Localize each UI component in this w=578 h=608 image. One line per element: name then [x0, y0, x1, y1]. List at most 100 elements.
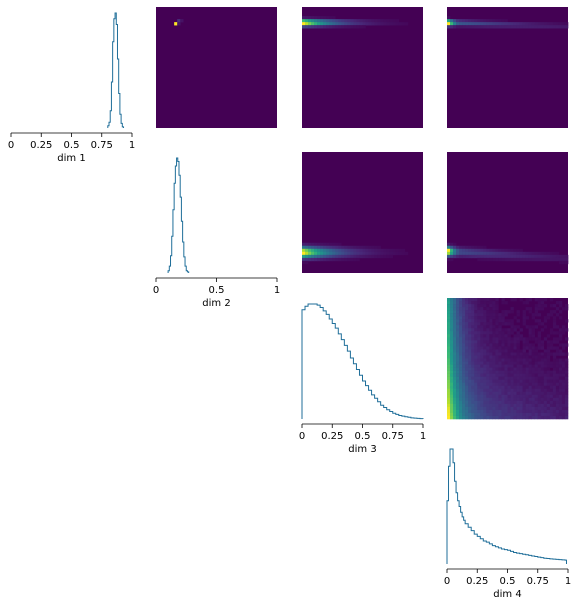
heatmap-cell	[516, 310, 520, 314]
heatmap-cell	[305, 254, 309, 259]
heatmap-cell	[516, 409, 520, 414]
heatmap-cell	[483, 388, 487, 393]
heatmap-cell	[537, 334, 542, 338]
heatmap-cell	[501, 388, 505, 393]
heatmap-cell	[516, 22, 520, 26]
heatmap-cell	[465, 301, 469, 305]
heatmap-cell	[513, 415, 517, 420]
x-tick-label: 0	[444, 576, 450, 587]
heatmap-cell	[513, 367, 517, 371]
heatmap-cell	[528, 403, 532, 408]
heatmap-cell	[480, 352, 484, 356]
heatmap-cell	[501, 22, 505, 26]
heatmap-cell	[477, 307, 481, 311]
heatmap-cell	[507, 340, 511, 344]
heatmap-cell	[549, 403, 554, 408]
heatmap-cell	[534, 364, 539, 368]
heatmap-cell	[513, 376, 517, 380]
heatmap-cell	[558, 310, 563, 314]
heatmap-cell	[528, 388, 532, 393]
heatmap-cell	[552, 403, 557, 408]
heatmap-cell	[480, 358, 484, 362]
heatmap-cell	[483, 355, 487, 359]
heatmap-cell	[177, 19, 181, 23]
heatmap-cell	[516, 397, 520, 402]
heatmap-cell	[447, 322, 451, 326]
heatmap-cell	[510, 409, 514, 414]
heatmap-cell	[498, 355, 502, 359]
heatmap-cell	[477, 331, 481, 335]
heatmap-cell	[495, 254, 499, 259]
heatmap-cell	[474, 370, 478, 374]
heatmap-cell	[516, 379, 520, 383]
heatmap-cell	[468, 328, 472, 332]
heatmap-cell	[465, 322, 469, 326]
heatmap-cell	[450, 364, 454, 368]
heatmap-cell	[492, 248, 496, 253]
heatmap-cell	[549, 397, 554, 402]
heatmap-cell	[549, 412, 554, 417]
hist-line-dim-2	[167, 157, 190, 273]
heatmap-cell	[471, 301, 475, 305]
heatmap-cell	[543, 352, 548, 356]
heatmap-cell	[462, 412, 466, 417]
heatmap-cell	[519, 406, 523, 411]
heatmap-cell	[537, 409, 542, 414]
heatmap-cell	[308, 19, 312, 23]
heatmap-cell	[447, 364, 451, 368]
heatmap-cell	[555, 385, 560, 390]
heatmap-cell	[525, 325, 529, 329]
heatmap-cell	[480, 248, 484, 253]
heatmap-cell	[561, 22, 566, 26]
heatmap-cell	[534, 313, 539, 317]
heatmap-cell	[489, 248, 493, 253]
heatmap-cell	[483, 325, 487, 329]
heatmap-cell	[543, 316, 548, 320]
heatmap-cell	[561, 358, 566, 362]
heatmap-cell	[564, 337, 569, 341]
heatmap-cell	[480, 19, 484, 23]
heatmap-cell	[483, 301, 487, 305]
heatmap-cell	[462, 361, 466, 365]
heatmap-cell	[486, 310, 490, 314]
heatmap-cell	[450, 301, 454, 305]
heatmap-cell	[450, 361, 454, 365]
heatmap-cell	[305, 242, 309, 247]
heatmap-cell	[561, 352, 566, 356]
heatmap-cell	[471, 385, 475, 390]
heatmap-cell	[483, 322, 487, 326]
heatmap-cell	[474, 316, 478, 320]
heatmap-cell	[453, 307, 457, 311]
heatmap-cell	[314, 248, 318, 253]
heatmap-cell	[519, 385, 523, 390]
heatmap-cell	[483, 397, 487, 402]
heatmap-cell	[174, 22, 178, 26]
heatmap-cell	[489, 388, 493, 393]
heatmap-cell	[489, 19, 493, 23]
heatmap-cell	[453, 352, 457, 356]
heatmap-cell	[477, 328, 481, 332]
axis-label-dim-1: dim 1	[57, 153, 85, 164]
heatmap-cell	[540, 361, 545, 365]
heatmap-cell	[513, 298, 517, 302]
heatmap-cell	[510, 361, 514, 365]
heatmap-cell	[534, 400, 539, 405]
heatmap-cell	[359, 19, 363, 23]
heatmap-cell	[543, 415, 548, 420]
heatmap-cell	[498, 340, 502, 344]
heatmap-cell	[528, 373, 532, 377]
heatmap-cell	[453, 25, 457, 29]
heatmap-cell	[543, 325, 548, 329]
heatmap-cell	[456, 328, 460, 332]
heatmap-cell	[531, 254, 536, 259]
heatmap-cell	[546, 376, 551, 380]
heatmap-cell	[356, 245, 360, 250]
heatmap-cell	[555, 352, 560, 356]
heatmap-cell	[368, 22, 372, 26]
heatmap-cell	[549, 343, 554, 347]
heatmap-cell	[558, 301, 563, 305]
heatmap-cell	[468, 325, 472, 329]
heatmap-cell	[498, 391, 502, 396]
heatmap-cell	[323, 22, 327, 26]
heatmap-cell	[495, 331, 499, 335]
